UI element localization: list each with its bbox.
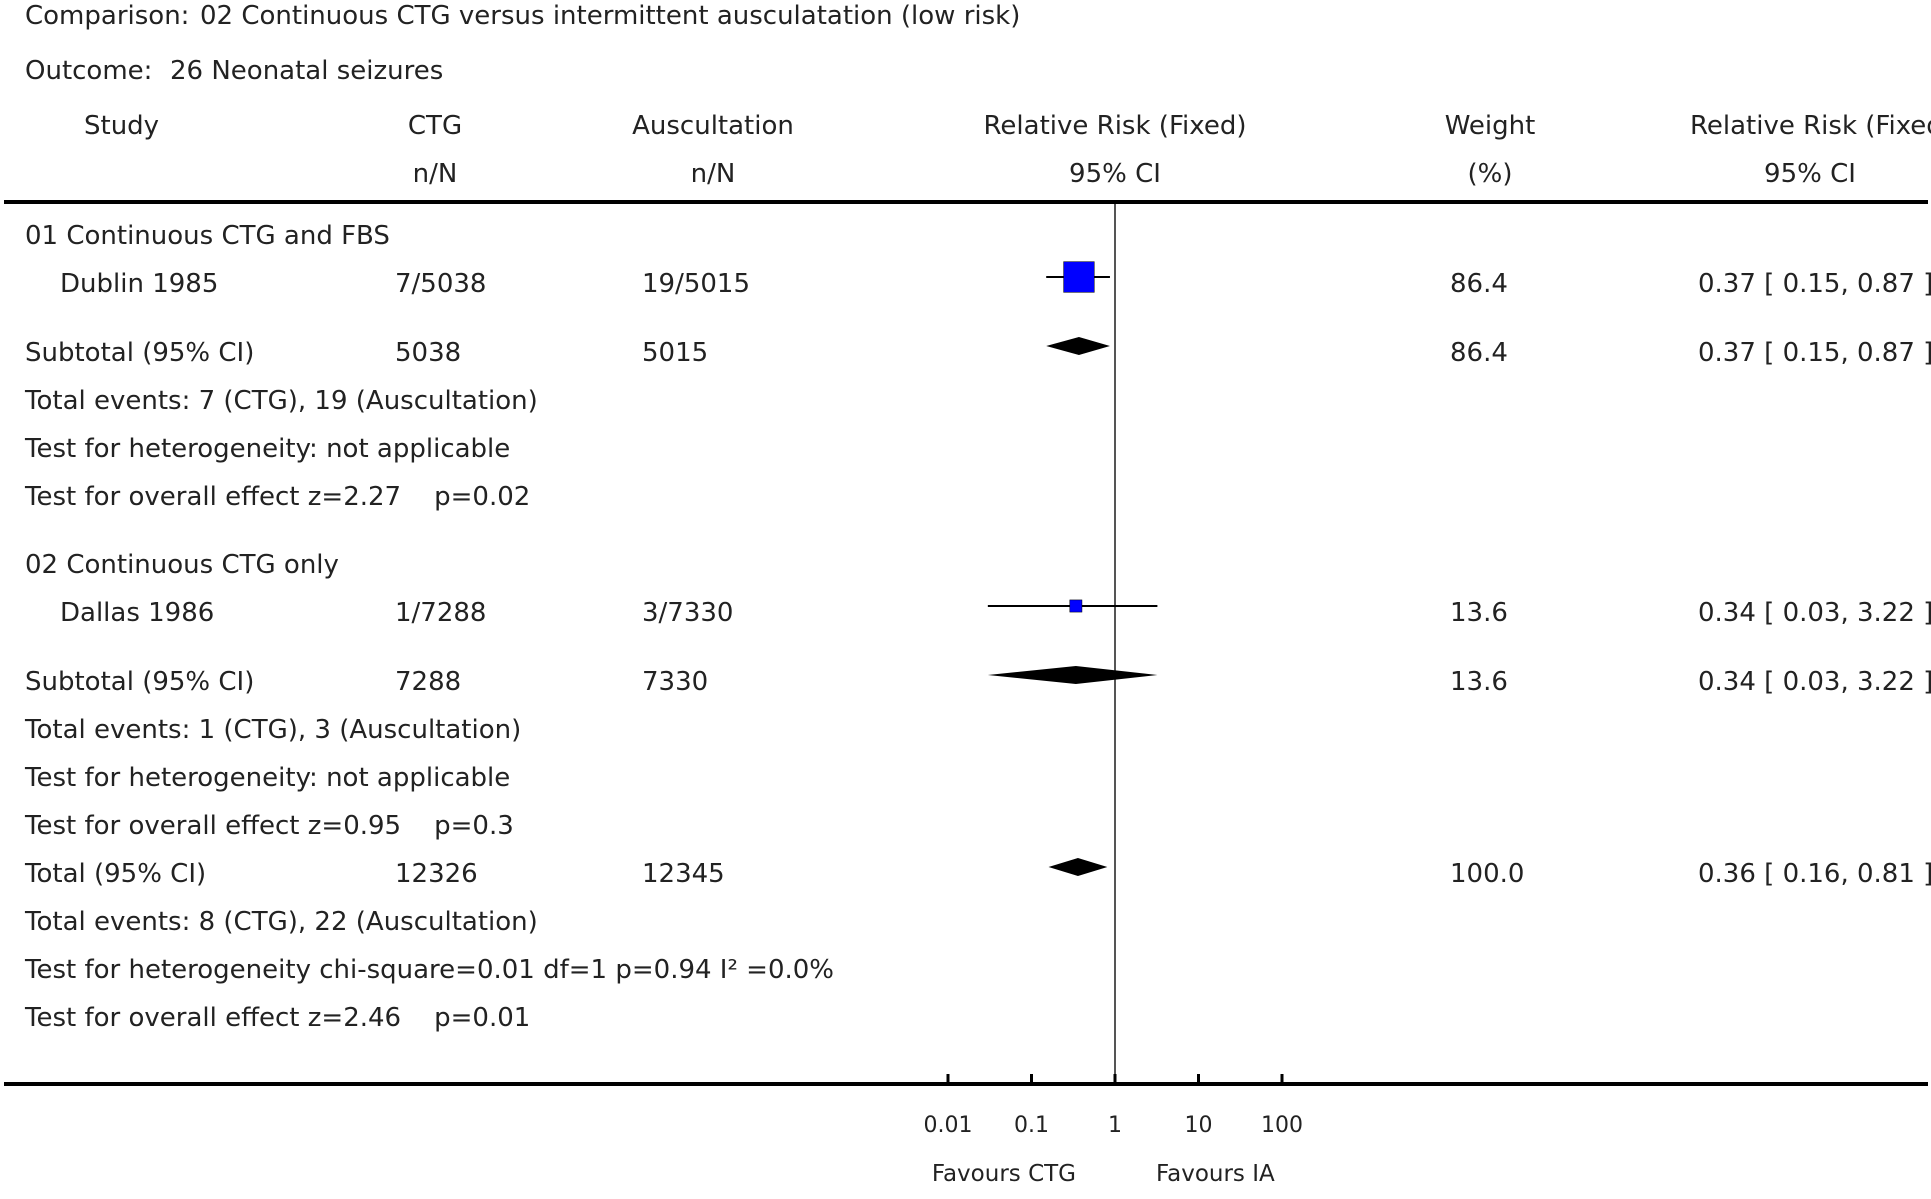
axis-tick-label: 1 <box>1108 1113 1122 1138</box>
subtotal-label: Subtotal (95% CI) <box>25 667 255 697</box>
outcome-label: Outcome: <box>25 56 153 86</box>
study-auscultation: 19/5015 <box>642 269 751 299</box>
study-box <box>1069 599 1083 613</box>
subtotal-auscultation: 5015 <box>642 338 709 368</box>
favours-ia-label: Favours IA <box>1156 1161 1275 1187</box>
study-box <box>1063 261 1095 293</box>
bottom-rule <box>4 1082 1928 1086</box>
comparison-label: Comparison: <box>25 1 190 31</box>
heterogeneity-test: Test for heterogeneity: not applicable <box>25 763 511 793</box>
overall-effect-test: Test for overall effect z=2.46 p=0.01 <box>25 1003 531 1033</box>
study-ctg: 7/5038 <box>395 269 487 299</box>
study-weight: 13.6 <box>1450 598 1508 628</box>
total-diamond <box>1048 858 1108 876</box>
subtotal-weight: 13.6 <box>1450 667 1508 697</box>
favours-ctg-label: Favours CTG <box>931 1161 1076 1187</box>
axis-tick-label: 0.01 <box>923 1113 973 1138</box>
total-ctg: 12326 <box>395 859 478 889</box>
header-rr2-sub: 95% CI <box>1764 159 1856 189</box>
header-rule <box>4 200 1928 204</box>
total-events: Total events: 1 (CTG), 3 (Auscultation) <box>25 715 522 745</box>
study-ci: 0.34 [ 0.03, 3.22 ] <box>1698 598 1931 628</box>
study-ci: 0.37 [ 0.15, 0.87 ] <box>1698 269 1931 299</box>
outcome-value: 26 Neonatal seizures <box>170 56 444 86</box>
group-title: 02 Continuous CTG only <box>25 550 339 580</box>
subtotal-diamond <box>1046 337 1110 355</box>
overall-effect-test: Test for overall effect z=2.27 p=0.02 <box>25 482 531 512</box>
header-rr: Relative Risk (Fixed) <box>983 111 1247 141</box>
subtotal-auscultation: 7330 <box>642 667 709 697</box>
study-auscultation: 3/7330 <box>642 598 734 628</box>
comparison-value: 02 Continuous CTG versus intermittent au… <box>200 1 1021 31</box>
header-rr2: Relative Risk (Fixed) <box>1690 111 1931 141</box>
subtotal-ci: 0.34 [ 0.03, 3.22 ] <box>1698 667 1931 697</box>
subtotal-label: Subtotal (95% CI) <box>25 338 255 368</box>
header-auscultation-sub: n/N <box>690 159 736 189</box>
header-weight: Weight <box>1444 111 1536 141</box>
total-events: Total events: 7 (CTG), 19 (Auscultation) <box>25 386 538 416</box>
subtotal-ci: 0.37 [ 0.15, 0.87 ] <box>1698 338 1931 368</box>
header-ctg: CTG <box>407 111 463 141</box>
heterogeneity-test: Test for heterogeneity chi-square=0.01 d… <box>25 955 834 985</box>
overall-effect-test: Test for overall effect z=0.95 p=0.3 <box>25 811 514 841</box>
total-events: Total events: 8 (CTG), 22 (Auscultation) <box>25 907 538 937</box>
group-title: 01 Continuous CTG and FBS <box>25 221 390 251</box>
header-rr-sub: 95% CI <box>1069 159 1161 189</box>
header-ctg-sub: n/N <box>412 159 458 189</box>
subtotal-diamond <box>987 666 1158 684</box>
study-ctg: 1/7288 <box>395 598 487 628</box>
axis-tick-label: 0.1 <box>1014 1113 1049 1138</box>
total-label: Total (95% CI) <box>25 859 207 889</box>
study-weight: 86.4 <box>1450 269 1508 299</box>
header-weight-sub: (%) <box>1467 159 1513 189</box>
heterogeneity-test: Test for heterogeneity: not applicable <box>25 434 511 464</box>
total-ci: 0.36 [ 0.16, 0.81 ] <box>1698 859 1931 889</box>
study-name: Dublin 1985 <box>60 269 219 299</box>
header-study: Study <box>84 111 160 141</box>
axis-tick-label: 100 <box>1261 1113 1303 1138</box>
total-auscultation: 12345 <box>642 859 725 889</box>
header-auscultation: Auscultation <box>632 111 794 141</box>
total-weight: 100.0 <box>1450 859 1525 889</box>
subtotal-weight: 86.4 <box>1450 338 1508 368</box>
subtotal-ctg: 5038 <box>395 338 462 368</box>
axis-tick-label: 10 <box>1184 1113 1213 1138</box>
subtotal-ctg: 7288 <box>395 667 462 697</box>
study-name: Dallas 1986 <box>60 598 215 628</box>
